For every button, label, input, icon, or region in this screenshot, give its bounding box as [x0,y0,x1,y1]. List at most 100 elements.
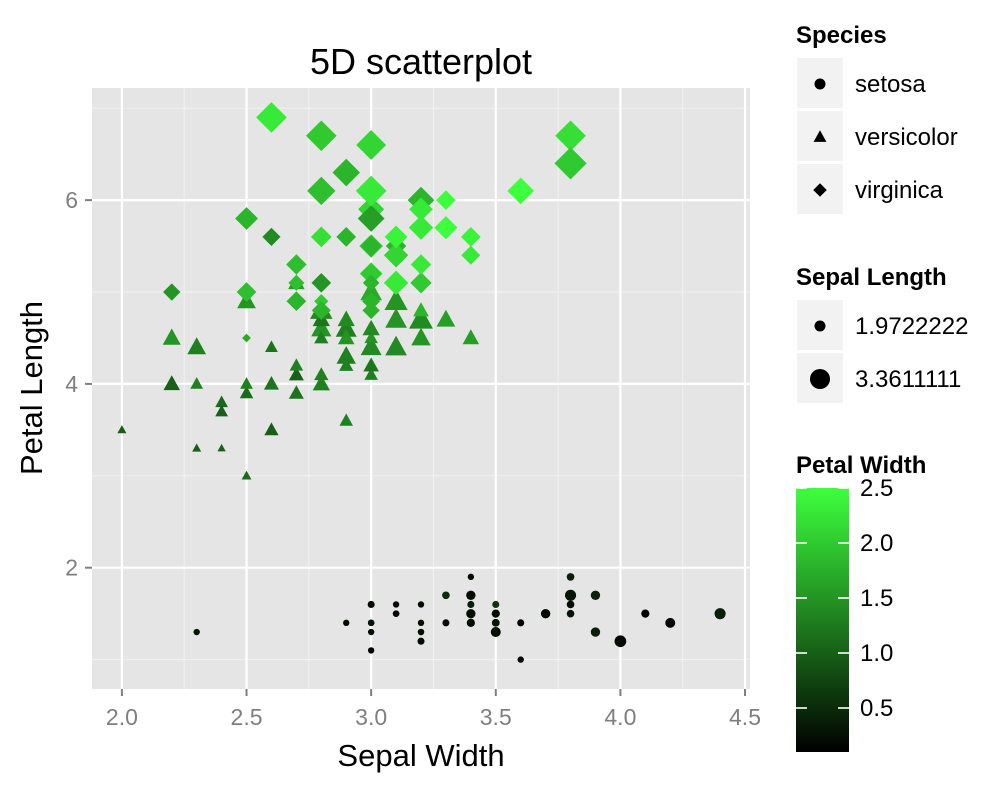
y-axis-title: Petal Length [14,301,49,475]
versicolor-point [360,336,382,356]
legend-species: Species setosa versicolor virginica [796,22,958,214]
setosa-point [517,656,524,663]
setosa-point [442,619,450,627]
legend-species-label: versicolor [855,124,958,151]
virginica-point [256,102,287,133]
setosa-point [566,609,575,618]
versicolor-point [190,377,204,389]
versicolor-point [337,310,355,327]
versicolor-point [335,317,357,337]
setosa-point [367,600,375,608]
versicolor-point [187,337,207,355]
virginica-point [357,205,385,232]
legend-species-title: Species [796,22,887,49]
setosa-point [492,600,500,608]
legend-species-label: virginica [855,177,944,204]
versicolor-point [217,443,226,452]
legend-petal-width: Petal Width 0.5 1.0 1.5 2.0 2.5 [796,452,926,752]
colorbar-tick-label: 1.0 [860,640,893,667]
virginica-point [356,130,387,160]
setosa-point [714,608,726,620]
setosa-point [566,573,575,581]
setosa-point [641,609,650,618]
virginica-point [362,274,380,292]
x-tick-label: 3.0 [355,704,387,730]
setosa-point [417,601,425,608]
versicolor-point [314,367,329,381]
versicolor-point [117,425,127,434]
x-tick-label: 3.5 [480,704,512,730]
legend-sepal-length-title: Sepal Length [796,264,947,291]
virginica-point [360,262,382,285]
setosa-point [367,647,375,654]
colorbar-tick-label: 2.0 [860,530,893,557]
y-axis-ticks: 2 4 6 [65,187,92,581]
virginica-point [307,176,336,206]
virginica-point [410,254,432,275]
virginica-point [362,292,381,311]
setosa-point [665,617,676,628]
virginica-point [436,190,456,210]
setosa-point [392,610,400,617]
versicolor-point [215,404,228,417]
setosa-point [491,619,500,627]
setosa-point [367,628,375,636]
colorbar-tick-label: 1.5 [860,585,893,612]
legend-size-label: 3.3611111 [855,366,961,393]
virginica-point [288,274,305,291]
virginica-point [434,216,458,240]
versicolor-point [314,330,329,344]
colorbar-tick-label: 2.5 [860,475,893,502]
x-tick-label: 4.5 [729,704,761,730]
setosa-point [467,573,475,581]
legend-sepal-length: Sepal Length 1.9722222 3.3611111 [796,264,968,403]
x-axis-title: Sepal Width [337,738,504,773]
versicolor-point [263,376,279,390]
versicolor-point [362,319,380,336]
virginica-point [409,197,433,222]
setosa-point [590,590,601,600]
x-tick-label: 2.0 [106,704,138,730]
setosa-point [442,591,450,600]
legend-petal-width-title: Petal Width [796,452,926,479]
x-axis-ticks: 2.0 2.5 3.0 3.5 4.0 4.5 [106,689,761,730]
setosa-point [193,628,200,636]
versicolor-point [215,395,228,408]
setosa-point [343,619,350,627]
virginica-point [336,227,357,247]
virginica-point [360,235,382,257]
setosa-point [367,619,375,627]
versicolor-point [413,302,429,317]
y-tick-label: 6 [65,187,78,213]
virginica-point [362,301,380,320]
virginica-point [311,272,332,293]
versicolor-point [337,329,355,345]
virginica-point [410,272,432,294]
virginica-point [383,270,409,296]
setosa-point [467,609,475,618]
legend-size-label: 1.9722222 [855,313,968,340]
setosa-point [590,627,601,637]
legend-size-circle-icon [814,320,826,332]
versicolor-point [337,346,356,364]
setosa-point [467,600,475,608]
legend-size-circle-icon [810,369,830,389]
x-tick-label: 2.5 [231,704,263,730]
versicolor-point [239,385,254,399]
virginica-point [355,175,387,207]
virginica-point [408,215,434,240]
versicolor-point [288,385,304,399]
setosa-point [466,618,475,627]
minor-gridlines [92,88,750,689]
setosa-point [566,600,575,609]
setosa-point [517,619,524,627]
versicolor-point [241,470,252,480]
versicolor-point [312,374,330,391]
versicolor-point [409,306,433,329]
virginica-point [555,120,586,152]
virginica-point [460,227,481,247]
virginica-point [242,333,251,343]
colorbar [796,488,849,752]
setosa-point [491,609,500,618]
virginica-point [286,254,307,275]
